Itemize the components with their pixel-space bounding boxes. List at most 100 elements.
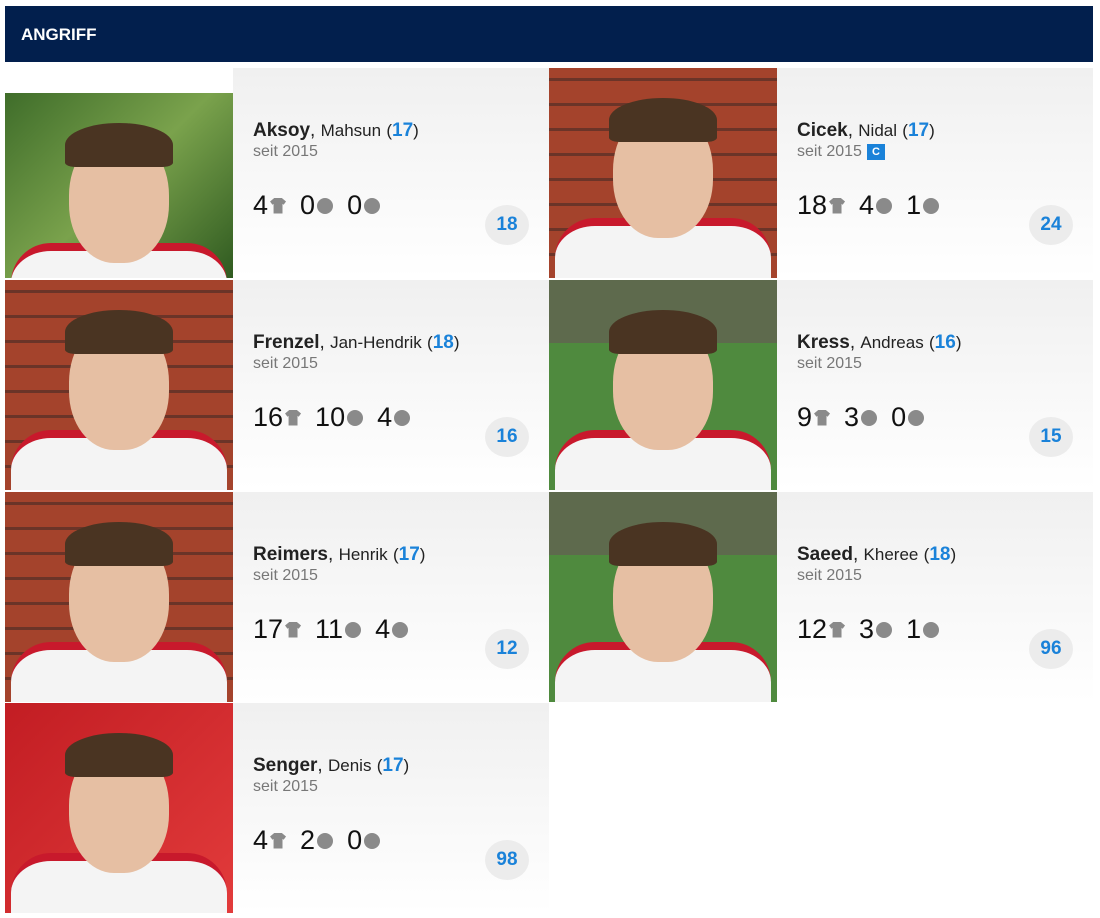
assist-icon [908,409,925,426]
player-age: 17 [392,120,414,141]
goals-count: 2 [300,825,316,855]
first-name: Henrik [338,545,388,564]
assist-icon [394,409,411,426]
games-count: 4 [253,825,269,855]
since-text: seit 2015 [253,143,318,160]
last-name: Cicek [797,120,848,141]
assists-count: 1 [906,614,922,644]
games-count: 4 [253,190,269,220]
since-text: seit 2015 [253,355,318,372]
player-name[interactable]: Kress, Andreas (16) [797,332,962,353]
player-photo[interactable] [549,68,777,278]
shirt-icon [829,197,846,214]
since-text: seit 2015 [253,567,318,584]
player-name[interactable]: Aksoy, Mahsun (17) [253,120,419,141]
player-name[interactable]: Frenzel, Jan-Hendrik (18) [253,332,460,353]
player-info: Kress, Andreas (16) seit 2015 9 3 0 15 [777,280,1093,490]
player-age: 18 [929,544,951,565]
player-age: 18 [432,332,454,353]
jersey-number: 12 [485,629,529,669]
player-info: Senger, Denis (17) seit 2015 4 2 0 98 [233,703,549,913]
goals-count: 10 [315,402,346,432]
goals-count: 0 [300,190,316,220]
ball-icon [876,621,893,638]
goals-count: 3 [859,614,875,644]
last-name: Senger [253,755,318,776]
player-info: Aksoy, Mahsun (17) seit 2015 4 0 0 18 [233,68,549,278]
player-card[interactable]: Kress, Andreas (16) seit 2015 9 3 0 15 [549,280,1093,490]
player-stats: 4 2 0 [253,825,381,856]
first-name: Denis [327,756,372,775]
goals-count: 11 [315,614,344,644]
player-card[interactable]: Frenzel, Jan-Hendrik (18) seit 2015 16 1… [5,280,549,490]
jersey-number: 18 [485,205,529,245]
ball-icon [317,832,334,849]
player-card[interactable]: Senger, Denis (17) seit 2015 4 2 0 98 [5,703,549,913]
player-name[interactable]: Reimers, Henrik (17) [253,544,426,565]
player-photo[interactable] [549,492,777,702]
first-name: Mahsun [320,121,382,140]
shirt-icon [285,621,302,638]
player-name[interactable]: Saeed, Kheree (18) [797,544,957,565]
assists-count: 4 [375,614,391,644]
games-count: 18 [797,190,828,220]
player-card[interactable]: Aksoy, Mahsun (17) seit 2015 4 0 0 18 [5,68,549,278]
player-stats: 9 3 0 [797,402,925,433]
assists-count: 0 [891,402,907,432]
assist-icon [364,832,381,849]
since-text: seit 2015 [253,778,318,795]
assist-icon [923,197,940,214]
assists-count: 1 [906,190,922,220]
since-text: seit 2015 [797,355,862,372]
player-age: 17 [398,544,420,565]
player-info: Saeed, Kheree (18) seit 2015 12 3 1 96 [777,492,1093,702]
player-name[interactable]: Senger, Denis (17) [253,755,410,776]
player-card[interactable]: Cicek, Nidal (17) seit 2015 C 18 4 1 24 [549,68,1093,278]
player-photo[interactable] [549,280,777,490]
player-card[interactable]: Reimers, Henrik (17) seit 2015 17 11 4 1… [5,492,549,702]
games-count: 16 [253,402,284,432]
goals-count: 4 [859,190,875,220]
player-stats: 4 0 0 [253,190,381,221]
player-name[interactable]: Cicek, Nidal (17) [797,120,935,141]
last-name: Kress [797,332,850,353]
first-name: Kheree [863,545,919,564]
player-stats: 12 3 1 [797,614,940,645]
player-photo[interactable] [5,492,233,702]
games-count: 12 [797,614,828,644]
player-info: Frenzel, Jan-Hendrik (18) seit 2015 16 1… [233,280,549,490]
player-age: 16 [934,332,956,353]
since-text: seit 2015 [797,143,862,160]
player-photo[interactable] [5,280,233,490]
player-photo[interactable] [5,703,233,913]
player-age: 17 [907,120,930,141]
shirt-icon [814,409,831,426]
player-stats: 18 4 1 [797,190,940,221]
assist-icon [923,621,940,638]
player-info: Reimers, Henrik (17) seit 2015 17 11 4 1… [233,492,549,702]
jersey-number: 15 [1029,417,1073,457]
goals-count: 3 [844,402,860,432]
jersey-number: 96 [1029,629,1073,669]
games-count: 17 [253,614,284,644]
assist-icon [392,621,409,638]
first-name: Jan-Hendrik [330,333,422,352]
games-count: 9 [797,402,813,432]
player-card[interactable]: Saeed, Kheree (18) seit 2015 12 3 1 96 [549,492,1093,702]
section-title: ANGRIFF [21,25,97,44]
captain-badge: C [866,144,885,160]
jersey-number: 24 [1029,205,1073,245]
ball-icon [317,197,334,214]
ball-icon [876,197,893,214]
assist-icon [364,197,381,214]
assists-count: 0 [347,190,363,220]
player-age: 17 [382,755,404,776]
shirt-icon [829,621,846,638]
section-header: ANGRIFF [5,6,1093,62]
player-photo[interactable] [5,93,233,278]
first-name: Nidal [858,121,898,140]
shirt-icon [270,197,287,214]
last-name: Frenzel [253,332,320,353]
last-name: Aksoy [253,120,311,141]
ball-icon [345,621,362,638]
